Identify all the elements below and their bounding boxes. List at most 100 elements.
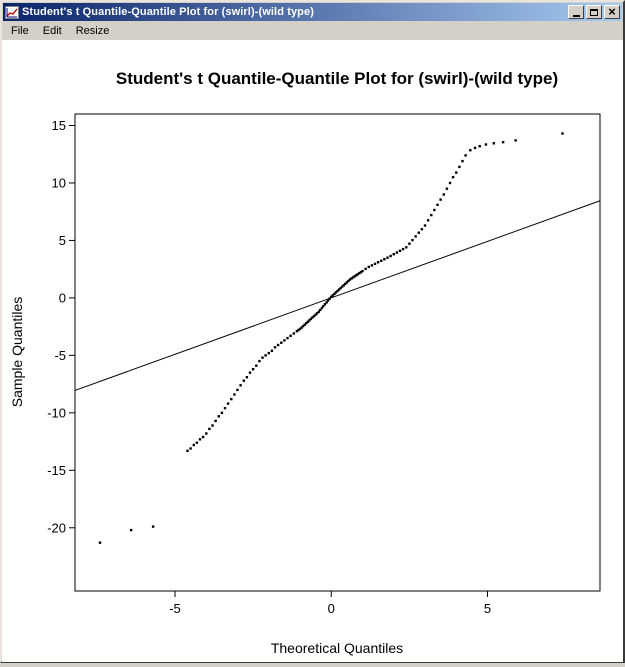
r-graphics-icon: [5, 5, 19, 19]
data-point: [430, 213, 433, 217]
data-point: [298, 327, 302, 331]
titlebar[interactable]: Student's t Quantile-Quantile Plot for (…: [3, 3, 622, 21]
data-point: [322, 304, 325, 308]
data-point: [337, 288, 341, 291]
window-controls: ×: [568, 5, 620, 19]
data-point: [401, 247, 405, 251]
data-point: [442, 193, 445, 196]
data-point: [344, 282, 347, 285]
data-point: [345, 281, 349, 284]
data-point: [484, 143, 488, 146]
menu-file[interactable]: File: [11, 24, 29, 37]
minimize-icon: [572, 14, 580, 17]
data-point: [286, 336, 289, 340]
data-point: [245, 376, 249, 379]
data-point: [395, 251, 399, 254]
data-point: [267, 351, 270, 355]
data-point: [370, 264, 374, 267]
data-point: [386, 256, 389, 259]
data-point: [458, 165, 461, 169]
data-point: [339, 286, 342, 290]
data-point: [420, 228, 424, 231]
data-point: [261, 356, 264, 359]
data-point: [514, 139, 517, 142]
data-point: [316, 312, 319, 315]
data-point: [389, 254, 392, 258]
data-point: [398, 249, 402, 252]
minimize-button[interactable]: [568, 5, 584, 19]
data-point: [239, 384, 242, 387]
data-point: [353, 275, 356, 278]
data-point: [334, 291, 338, 294]
data-point: [98, 541, 102, 544]
data-point: [270, 349, 274, 352]
data-point: [305, 322, 308, 325]
menubar: File Edit Resize: [2, 21, 623, 40]
data-point: [189, 447, 192, 450]
plot-client-area: Student's t Quantile-Quantile Plot for (…: [2, 40, 623, 662]
data-point: [233, 393, 236, 396]
maximize-button[interactable]: [586, 5, 602, 19]
data-point: [220, 411, 224, 414]
data-point: [351, 276, 355, 279]
data-point: [295, 330, 299, 333]
data-point: [411, 238, 414, 242]
data-point: [461, 159, 464, 163]
data-point: [469, 149, 472, 152]
data-point: [347, 279, 350, 283]
data-point: [417, 231, 420, 234]
data-point: [214, 419, 217, 423]
qq-reference-line: [74, 200, 601, 391]
data-point: [405, 246, 408, 249]
y-tick-label: 0: [59, 290, 66, 305]
data-point: [336, 289, 339, 293]
menu-resize[interactable]: Resize: [75, 24, 110, 37]
data-point: [300, 326, 303, 329]
data-point: [364, 267, 367, 271]
data-point: [408, 242, 411, 245]
data-point: [303, 323, 306, 326]
data-point: [383, 258, 386, 261]
data-point: [376, 261, 380, 264]
data-point: [205, 432, 208, 435]
data-point: [436, 203, 439, 206]
y-tick-label: 15: [52, 118, 66, 133]
data-point: [464, 154, 467, 157]
data-point: [350, 277, 353, 280]
data-point: [358, 272, 361, 275]
data-point: [455, 171, 458, 174]
data-point: [314, 313, 317, 316]
data-point: [223, 407, 227, 410]
x-tick-label: 5: [484, 601, 491, 616]
data-point: [380, 259, 383, 262]
y-tick-label: -20: [47, 520, 66, 535]
data-point: [333, 292, 336, 296]
data-point: [280, 341, 283, 344]
data-point: [433, 208, 436, 212]
data-point: [226, 402, 230, 405]
data-point: [251, 368, 255, 371]
data-point: [341, 285, 344, 288]
window-title: Student's t Quantile-Quantile Plot for (…: [22, 6, 314, 18]
data-point: [445, 187, 449, 190]
close-button[interactable]: ×: [604, 5, 620, 19]
data-point: [342, 284, 345, 287]
data-point: [309, 317, 313, 321]
data-point: [297, 328, 300, 332]
data-point: [361, 269, 364, 273]
y-tick-label: 5: [59, 233, 66, 248]
data-point: [320, 306, 324, 310]
data-point: [426, 219, 430, 222]
data-point: [248, 371, 252, 374]
maximize-icon: [590, 8, 598, 16]
data-point: [561, 132, 564, 135]
data-point: [312, 314, 316, 318]
y-tick-label: -15: [47, 463, 66, 478]
data-point: [208, 427, 211, 431]
plot-drawing: -5 0 5 -20 -15 -10 -5 0 5 10 15: [47, 113, 601, 616]
data-point: [423, 224, 427, 227]
qq-plot: Student's t Quantile-Quantile Plot for (…: [9, 69, 601, 656]
data-point: [273, 346, 277, 349]
data-point: [373, 262, 377, 265]
menu-edit[interactable]: Edit: [42, 24, 62, 37]
